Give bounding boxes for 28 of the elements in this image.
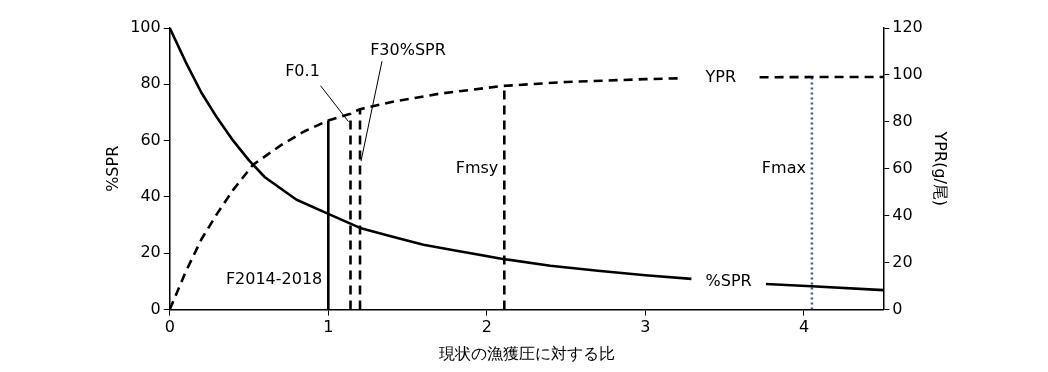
series-label: %SPR [705,270,752,290]
x-tick-label: 1 [323,317,334,337]
y2-axis-title: YPR(g/尾) [931,130,951,207]
y2-tick-label: 60 [892,157,913,177]
series-label: YPR [704,66,737,86]
y2-tick-label: 80 [892,111,913,131]
y2-tick-label: 20 [892,251,913,271]
y-tick-label: 0 [150,298,161,318]
series-label: F2014-2018 [225,268,323,288]
y-axis-title: %SPR [102,145,122,192]
y-tick-label: 80 [140,73,161,93]
x-tick-label: 3 [640,317,651,337]
x-axis-title: 現状の漁獲圧に対する比 [438,343,615,363]
y2-tick-label: 120 [892,17,923,37]
text: F0.1 [285,60,320,80]
series-label: Fmsy [455,157,499,177]
x-tick-label: 4 [798,317,810,337]
series-label: Fmax [761,157,806,177]
y-tick-label: 40 [140,186,161,206]
y-tick-label: 100 [130,17,161,37]
text: F30%SPR [370,40,446,60]
y-tick-label: 60 [140,129,161,149]
y2-tick-label: 100 [892,64,923,84]
x-tick-label: 2 [481,317,492,337]
y2-tick-label: 0 [892,298,903,318]
y2-tick-label: 40 [892,204,913,224]
y-tick-label: 20 [140,242,161,262]
x-tick-label: 0 [164,317,175,337]
